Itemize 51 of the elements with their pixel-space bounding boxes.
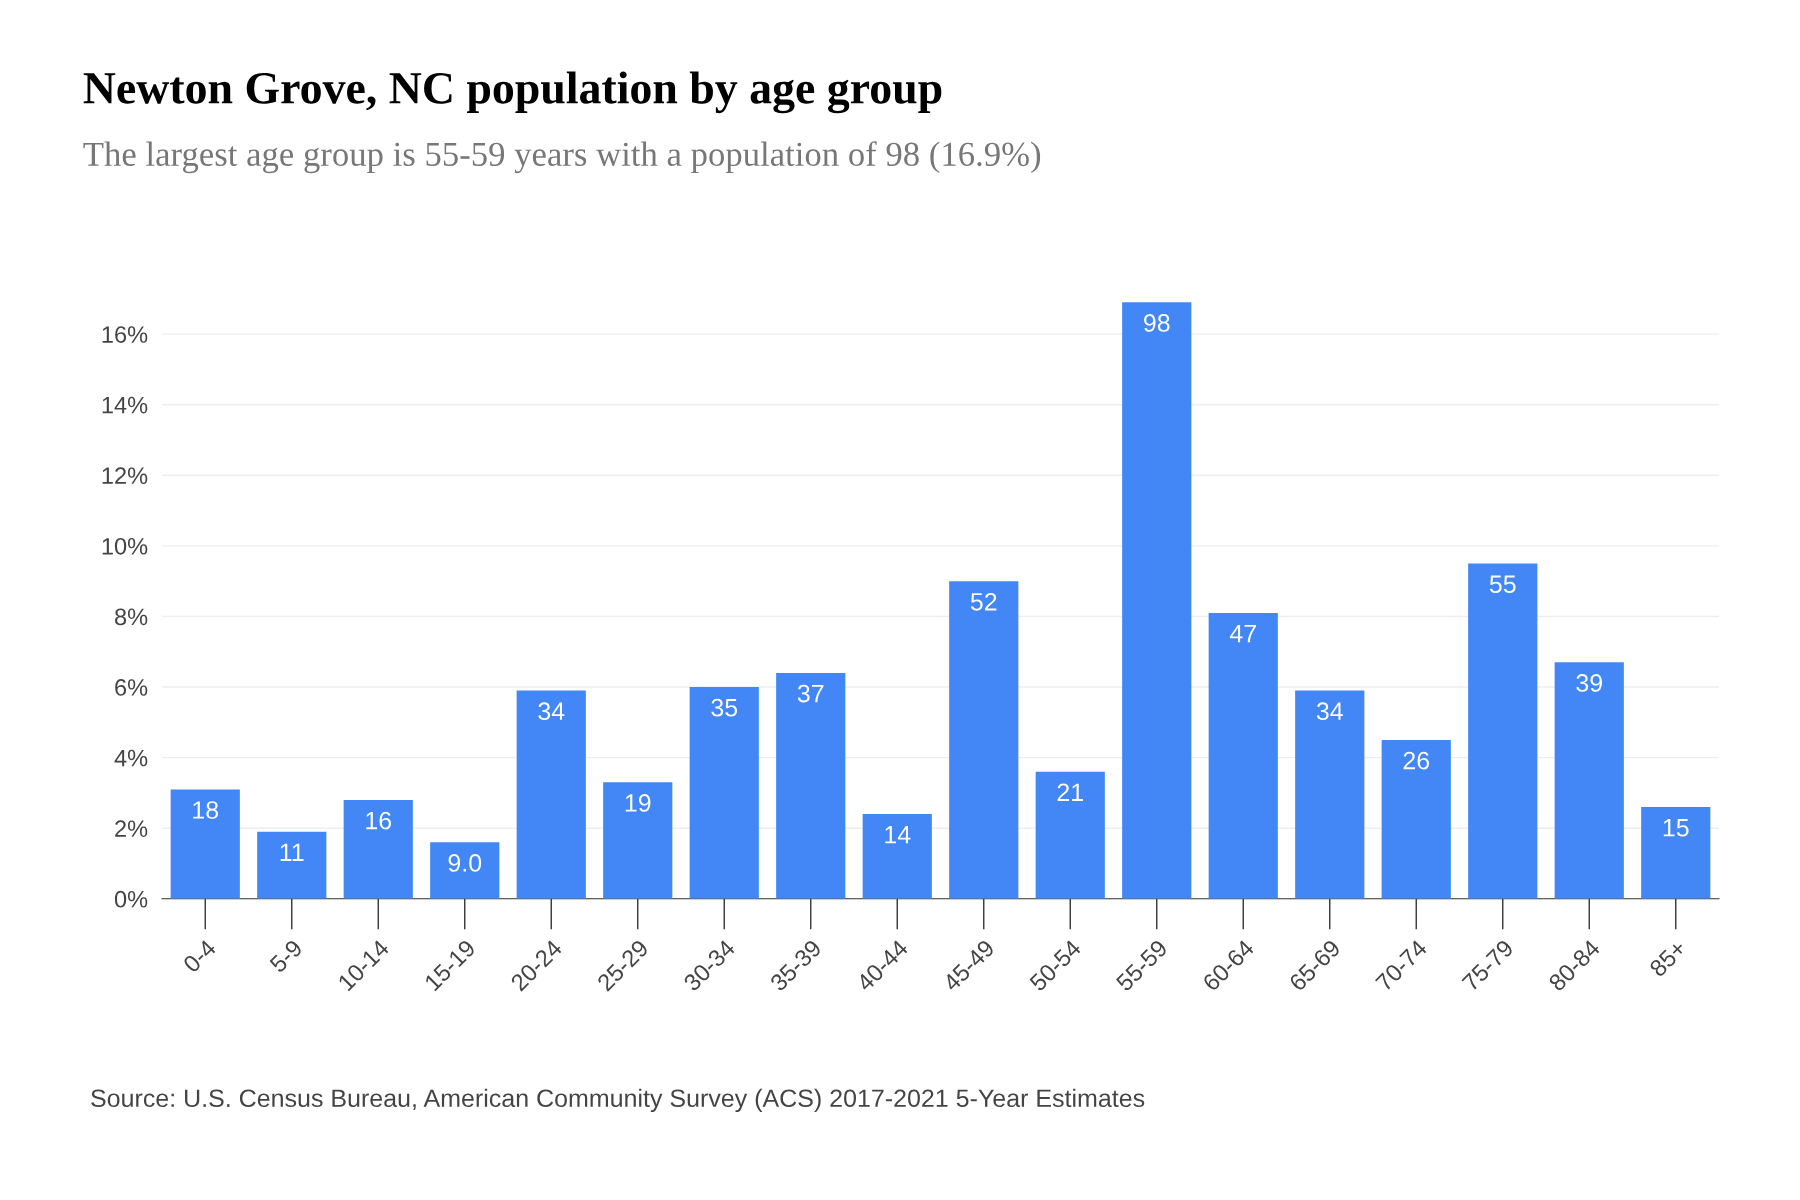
annotation: 39 [1576,674,1602,692]
x-tick-label: 0-4 [182,938,218,974]
annotation: 98 [1144,314,1170,332]
annotation: 21 [1057,783,1083,801]
bar [1641,807,1711,899]
y-tick-label: 10% [102,537,148,555]
annotation: 15 [1663,819,1689,837]
bar [949,581,1019,899]
annotation: 9.0 [448,854,482,872]
bar [1554,662,1624,899]
annotation: 37 [797,684,824,703]
chart-subtitle: The largest age group is 55-59 years with a population of 98 (16.9%) [83,141,1041,174]
annotation: 18 [193,801,219,819]
annotation: 14 [885,826,911,844]
annotation: 52 [970,592,997,611]
bar [862,814,932,899]
y-tick-label: 8% [115,608,148,626]
bar [776,672,846,899]
annotation: 34 [538,702,565,721]
bar [170,789,240,899]
bar [343,799,413,899]
annotation: 35 [711,698,738,717]
annotation: 47 [1229,624,1256,643]
bar [689,687,759,899]
annotation: 11 [280,843,304,861]
y-tick-label: 14% [102,396,148,414]
annotation: 26 [1403,751,1430,770]
bar [430,842,500,899]
y-tick-label: 6% [115,679,148,696]
bar [603,782,673,899]
y-tick-label: 12% [102,467,148,484]
y-tick-label: 16% [102,326,148,343]
annotation: 55 [1489,575,1516,593]
bar [1208,612,1278,899]
x-tick-label: 5-9 [268,938,304,974]
annotation: 34 [1316,702,1343,721]
y-tick-label: 4% [114,749,148,767]
bar [516,690,586,899]
bar [1295,690,1365,899]
y-tick-label: 0% [114,890,148,908]
y-tick-label: 2% [115,820,148,837]
annotation: 16 [366,811,392,830]
bar [1468,563,1538,899]
source-note: Source: U.S. Census Bureau, American Community Survey (ACS) 2017-2021 5-Year Estimates [91,1088,1145,1113]
bar [1381,739,1451,899]
annotation: 19 [625,794,651,812]
bar [257,831,327,899]
bar [1122,302,1192,899]
x-tick-label: 85+ [1648,938,1688,978]
bar [1035,771,1105,899]
chart-title: Newton Grove, NC population by age group [83,71,942,114]
